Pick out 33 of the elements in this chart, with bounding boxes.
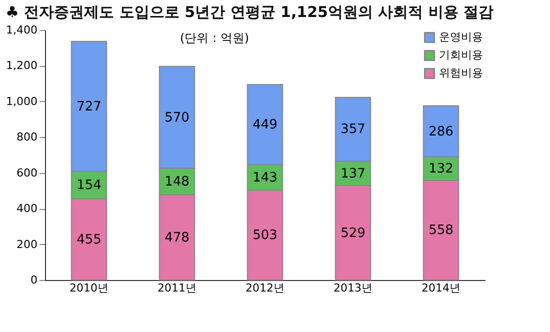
chart-title: ♣ 전자증권제도 도입으로 5년간 연평균 1,125억원의 사회적 비용 절감 xyxy=(6,3,494,21)
y-tick-label: 600 xyxy=(16,166,38,180)
annotation: (단위 : 억원) xyxy=(180,31,250,45)
y-tick-label: 1,000 xyxy=(6,94,38,108)
data-label: 286 xyxy=(428,124,454,140)
data-label: 137 xyxy=(340,166,366,182)
x-tick-label: 2010년 xyxy=(70,282,108,294)
data-label: 727 xyxy=(76,99,102,114)
data-label: 570 xyxy=(164,110,190,126)
data-label: 132 xyxy=(428,162,454,177)
data-label: 478 xyxy=(164,230,190,246)
y-tick-label: 0 xyxy=(30,274,38,286)
x-tick-label: 2013년 xyxy=(334,282,372,294)
y-tick-label: 400 xyxy=(16,202,38,216)
legend-label: 운영비용 xyxy=(439,30,483,44)
x-tick-label: 2011년 xyxy=(158,282,196,294)
data-label: 148 xyxy=(164,174,190,190)
legend-label: 위험비용 xyxy=(439,66,483,80)
data-label: 558 xyxy=(428,223,454,238)
data-label: 449 xyxy=(252,118,278,133)
y-tick-label: 200 xyxy=(16,238,38,251)
x-tick-label: 2012년 xyxy=(246,282,284,294)
legend-label: 기회비용 xyxy=(439,48,483,62)
y-tick-label: 1,400 xyxy=(6,24,38,36)
x-tick-label: 2014년 xyxy=(422,282,460,294)
data-label: 154 xyxy=(76,178,102,193)
data-label: 455 xyxy=(76,232,102,248)
y-tick-label: 1,200 xyxy=(6,59,38,72)
data-label: 529 xyxy=(340,226,366,241)
y-tick-label: 800 xyxy=(16,130,38,144)
data-label: 357 xyxy=(340,122,366,138)
data-label: 503 xyxy=(252,228,278,244)
data-label: 143 xyxy=(252,170,278,186)
